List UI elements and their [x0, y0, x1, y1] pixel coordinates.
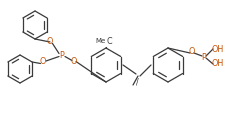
- Text: C: C: [106, 37, 112, 47]
- Text: P: P: [202, 53, 206, 61]
- Text: /: /: [136, 78, 138, 86]
- Text: O: O: [47, 37, 53, 47]
- Text: O: O: [40, 58, 46, 67]
- Text: OH: OH: [212, 45, 224, 53]
- Text: O: O: [71, 56, 77, 66]
- Text: Me: Me: [96, 38, 106, 44]
- Text: OH: OH: [212, 59, 224, 69]
- Text: O: O: [189, 47, 195, 56]
- Text: P: P: [60, 50, 64, 59]
